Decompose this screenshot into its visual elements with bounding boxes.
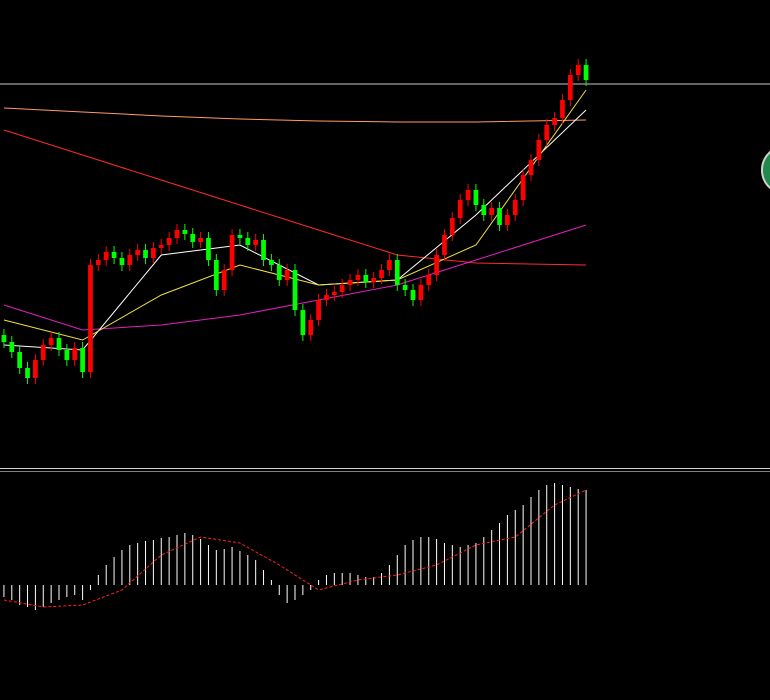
candle-body [324, 295, 329, 300]
candle-body [284, 270, 290, 280]
candle-body [182, 230, 188, 234]
candle-body [221, 270, 227, 290]
candle-body [1, 335, 7, 342]
candle-body [308, 320, 314, 335]
candle-body [457, 200, 463, 218]
candle-body [575, 65, 581, 75]
candle-body [158, 245, 164, 248]
candle-body [174, 230, 180, 238]
candle-body [355, 275, 361, 280]
candle-body [40, 345, 46, 360]
candle-body [88, 265, 93, 372]
candle-body [25, 368, 30, 378]
candle-body [237, 235, 243, 238]
candle-body [536, 140, 542, 160]
candle-body [119, 258, 125, 265]
candle-body [387, 260, 392, 270]
candle-body [292, 270, 298, 310]
candle-body [245, 238, 251, 245]
indicator-line [3, 224, 587, 331]
candle-body [206, 238, 211, 260]
candle-body [394, 260, 400, 285]
candle-body [339, 285, 345, 292]
candle-body [567, 75, 573, 100]
candle-body [473, 190, 479, 205]
candle-body [402, 285, 408, 290]
candle-body [512, 200, 518, 215]
candle-body [481, 205, 487, 215]
candle-body [505, 215, 510, 225]
candle-body [363, 275, 369, 282]
candle-body [426, 275, 432, 285]
indicator-line [3, 129, 587, 266]
candle-body [316, 300, 321, 320]
candle-body [261, 240, 266, 260]
candle-body [72, 348, 78, 360]
side-button[interactable] [761, 146, 770, 194]
candle-body [465, 190, 471, 200]
candle-body [544, 125, 550, 140]
candle-body [103, 252, 109, 260]
candle-body [135, 250, 141, 255]
candle-body [229, 235, 235, 270]
candle-body [143, 250, 148, 258]
candle-body [300, 310, 306, 335]
candle-body [17, 352, 23, 368]
candle-body [418, 285, 424, 300]
candle-body [80, 348, 85, 372]
candle-body [379, 270, 384, 278]
candle-body [276, 265, 282, 280]
candle-body [489, 208, 495, 215]
candle-body [33, 360, 38, 378]
candle-body [198, 238, 203, 242]
candle-body [552, 118, 557, 125]
candle-body [253, 240, 259, 245]
indicator-line [3, 489, 587, 608]
candle-body [190, 234, 196, 242]
candle-body [434, 255, 439, 275]
candle-body [583, 65, 589, 80]
candle-body [331, 292, 337, 295]
candle-body [371, 278, 377, 282]
candle-body [166, 238, 172, 245]
candle-body [213, 260, 219, 290]
candle-body [111, 252, 117, 258]
candle-body [560, 100, 565, 118]
candle-body [269, 260, 274, 265]
candle-body [528, 160, 534, 175]
candle-body [442, 235, 447, 255]
candle-body [410, 290, 416, 300]
candle-body [9, 342, 15, 352]
candle-body [449, 218, 455, 235]
candle-body [347, 280, 353, 285]
candle-body [64, 350, 70, 360]
indicator-line [3, 107, 587, 123]
candle-body [497, 208, 502, 225]
candle-body [127, 255, 133, 265]
candle-body [520, 175, 526, 200]
candle-body [95, 260, 101, 265]
candle-body [48, 338, 54, 345]
candle-body [151, 248, 156, 258]
candle-body [56, 338, 62, 350]
